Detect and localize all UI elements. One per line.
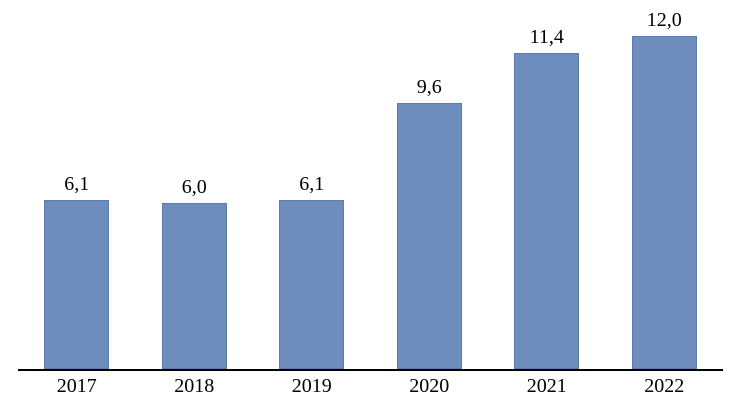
x-axis-label-2021: 2021 bbox=[526, 375, 567, 397]
x-axis-label-2020: 2020 bbox=[409, 375, 450, 397]
bar-value-label: 6,1 bbox=[64, 173, 90, 195]
bar-column: 12,0 bbox=[606, 0, 724, 369]
bar-2021 bbox=[514, 53, 580, 369]
x-axis-label-2022: 2022 bbox=[644, 375, 685, 397]
bar-column: 9,6 bbox=[371, 0, 489, 369]
bar-value-label: 6,1 bbox=[299, 173, 325, 195]
bar-column: 6,0 bbox=[136, 0, 254, 369]
x-axis-label-2019: 2019 bbox=[291, 375, 332, 397]
bar-2020 bbox=[396, 103, 462, 369]
bar-value-label: 11,4 bbox=[529, 26, 564, 48]
bar-column: 11,4 bbox=[488, 0, 606, 369]
x-axis-labels: 2017 2018 2019 2020 2021 2022 bbox=[18, 371, 723, 398]
x-axis-label-2017: 2017 bbox=[56, 375, 97, 397]
bar-column: 6,1 bbox=[18, 0, 136, 369]
bar-column: 6,1 bbox=[253, 0, 371, 369]
bar-2022 bbox=[631, 36, 697, 369]
bar-2019 bbox=[279, 200, 345, 369]
x-axis-label-2018: 2018 bbox=[174, 375, 215, 397]
plot-area: 6,1 6,0 6,1 9,6 11,4 12,0 bbox=[18, 0, 723, 371]
bar-value-label: 9,6 bbox=[416, 76, 442, 98]
bar-value-label: 12,0 bbox=[646, 9, 682, 31]
bar-2017 bbox=[44, 200, 110, 369]
bar-value-label: 6,0 bbox=[181, 176, 207, 198]
bar-2018 bbox=[161, 203, 227, 369]
